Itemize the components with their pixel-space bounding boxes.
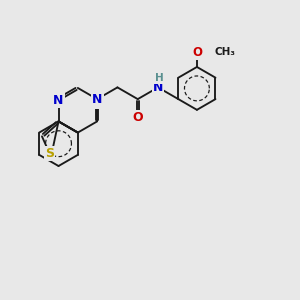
Text: CH₃: CH₃ xyxy=(215,47,236,57)
Text: O: O xyxy=(92,94,103,108)
Text: N: N xyxy=(92,93,102,106)
Text: H: H xyxy=(155,73,164,83)
Text: O: O xyxy=(132,111,143,124)
Text: N: N xyxy=(53,94,64,107)
Text: N: N xyxy=(153,81,163,94)
Text: O: O xyxy=(192,46,202,59)
Text: S: S xyxy=(45,147,54,160)
